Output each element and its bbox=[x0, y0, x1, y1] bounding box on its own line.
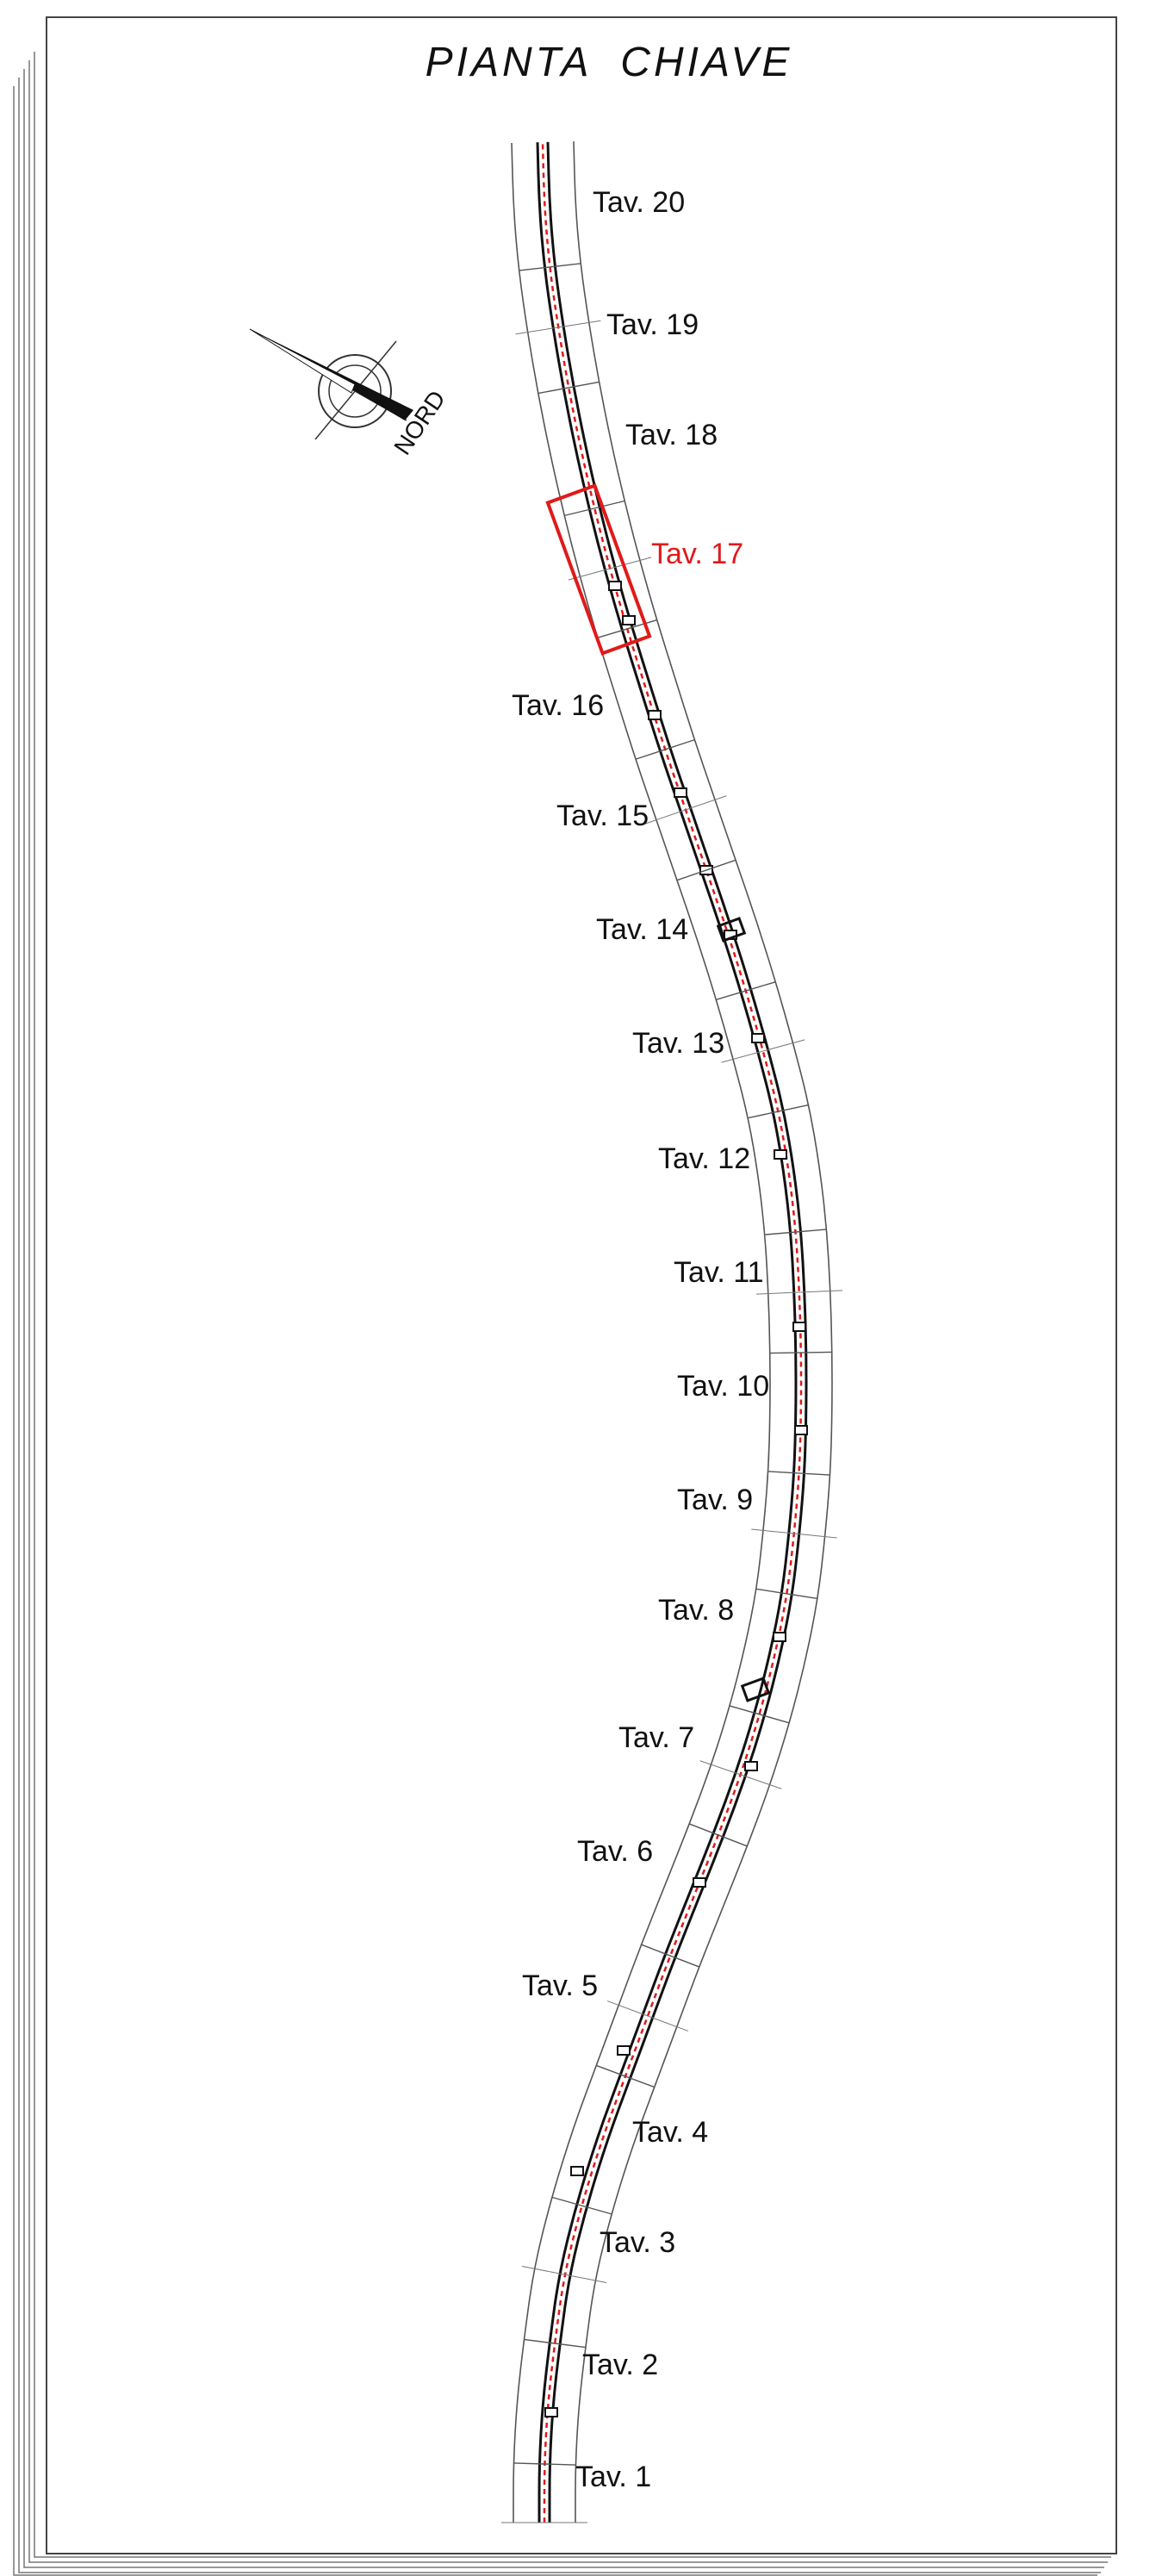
sheet-label-10[interactable]: Tav. 10 bbox=[677, 1370, 769, 1403]
structure-marker bbox=[774, 1149, 787, 1160]
sheet-division-line bbox=[538, 381, 600, 395]
page-title: PIANTA CHIAVE bbox=[426, 40, 793, 85]
structure-marker bbox=[794, 1425, 808, 1435]
overlap-tick bbox=[756, 1290, 842, 1295]
strip-edge-right bbox=[573, 141, 833, 2523]
sheet-label-18[interactable]: Tav. 18 bbox=[625, 419, 718, 451]
sheet-label-12[interactable]: Tav. 12 bbox=[658, 1142, 750, 1175]
sheet-label-4[interactable]: Tav. 4 bbox=[632, 2116, 708, 2149]
overlap-tick bbox=[699, 1760, 782, 1789]
sheet-division-line bbox=[676, 859, 736, 881]
stacked-sheet-edges bbox=[13, 52, 1111, 2576]
structure-box bbox=[716, 917, 747, 943]
overlap-tick bbox=[751, 1528, 837, 1539]
sheet-division-line bbox=[635, 739, 695, 760]
sheet-labels: Tav. 1 Tav. 2 Tav. 3 Tav. 4 Tav. 5 Tav. … bbox=[512, 186, 769, 2493]
sheet-label-15[interactable]: Tav. 15 bbox=[556, 800, 649, 832]
sheet-label-3[interactable]: Tav. 3 bbox=[600, 2226, 675, 2259]
structure-marker bbox=[544, 2407, 558, 2417]
sheet-label-1[interactable]: Tav. 1 bbox=[575, 2461, 651, 2493]
structure-marker bbox=[751, 1033, 765, 1043]
strip-edge-left bbox=[511, 142, 771, 2523]
sheet-label-17[interactable]: Tav. 17 bbox=[651, 538, 743, 570]
sheet-division-line bbox=[641, 1944, 699, 1968]
overlap-tick bbox=[521, 2265, 607, 2284]
structure-marker bbox=[773, 1632, 786, 1642]
sheet-label-20[interactable]: Tav. 20 bbox=[593, 186, 685, 219]
sheet-division-line bbox=[769, 1351, 833, 1354]
structure-marker bbox=[648, 710, 662, 720]
structure-marker bbox=[744, 1761, 758, 1771]
sheet-tiles bbox=[501, 141, 842, 2523]
sheet-division-line bbox=[768, 1471, 830, 1476]
sheet-label-11[interactable]: Tav. 11 bbox=[674, 1256, 764, 1289]
sheet-division-line bbox=[689, 1823, 748, 1847]
overlap-tick bbox=[515, 320, 601, 335]
sheet-division-line bbox=[756, 1588, 818, 1600]
sheet-division-line bbox=[519, 263, 581, 271]
sheet-label-9[interactable]: Tav. 9 bbox=[677, 1484, 753, 1516]
overlap-tick bbox=[568, 557, 652, 581]
sheet-label-13[interactable]: Tav. 13 bbox=[632, 1027, 724, 1060]
sheet-division-line bbox=[563, 500, 625, 517]
overlap-tick bbox=[644, 795, 727, 824]
sheet-division-line bbox=[596, 2064, 655, 2088]
sheet-label-19[interactable]: Tav. 19 bbox=[606, 308, 699, 341]
structure-marker bbox=[617, 2045, 631, 2056]
structure-marker bbox=[693, 1877, 706, 1888]
sheet-label-14[interactable]: Tav. 14 bbox=[596, 913, 688, 946]
sheet-division-line bbox=[748, 1104, 810, 1119]
sheet-division-line bbox=[597, 619, 657, 639]
structure-marker bbox=[570, 2166, 584, 2176]
sheet-label-8[interactable]: Tav. 8 bbox=[658, 1594, 734, 1627]
sheet-division-line bbox=[730, 1705, 790, 1724]
overlap-tick bbox=[721, 1039, 805, 1063]
sheet-division-line bbox=[513, 2462, 576, 2466]
structure-marker bbox=[792, 1322, 806, 1332]
sheet-division-line bbox=[716, 980, 776, 1001]
structure-marker bbox=[608, 581, 622, 591]
sheet-label-6[interactable]: Tav. 6 bbox=[577, 1835, 653, 1868]
sheet-frame bbox=[46, 16, 1117, 2554]
overlap-tick bbox=[606, 2000, 689, 2032]
sheet-label-5[interactable]: Tav. 5 bbox=[522, 1969, 598, 2002]
structure-marker bbox=[674, 787, 687, 798]
structure-marker bbox=[622, 615, 636, 625]
sheet-division-line bbox=[551, 2196, 612, 2215]
structure-box bbox=[740, 1677, 771, 1702]
sheet-label-16[interactable]: Tav. 16 bbox=[512, 689, 604, 722]
selected-sheet-box bbox=[545, 483, 652, 656]
sheet-label-2[interactable]: Tav. 2 bbox=[582, 2349, 658, 2381]
sheet-division-line bbox=[524, 2338, 586, 2349]
sheet-division-line bbox=[765, 1229, 827, 1235]
sheet-label-7[interactable]: Tav. 7 bbox=[618, 1721, 694, 1754]
